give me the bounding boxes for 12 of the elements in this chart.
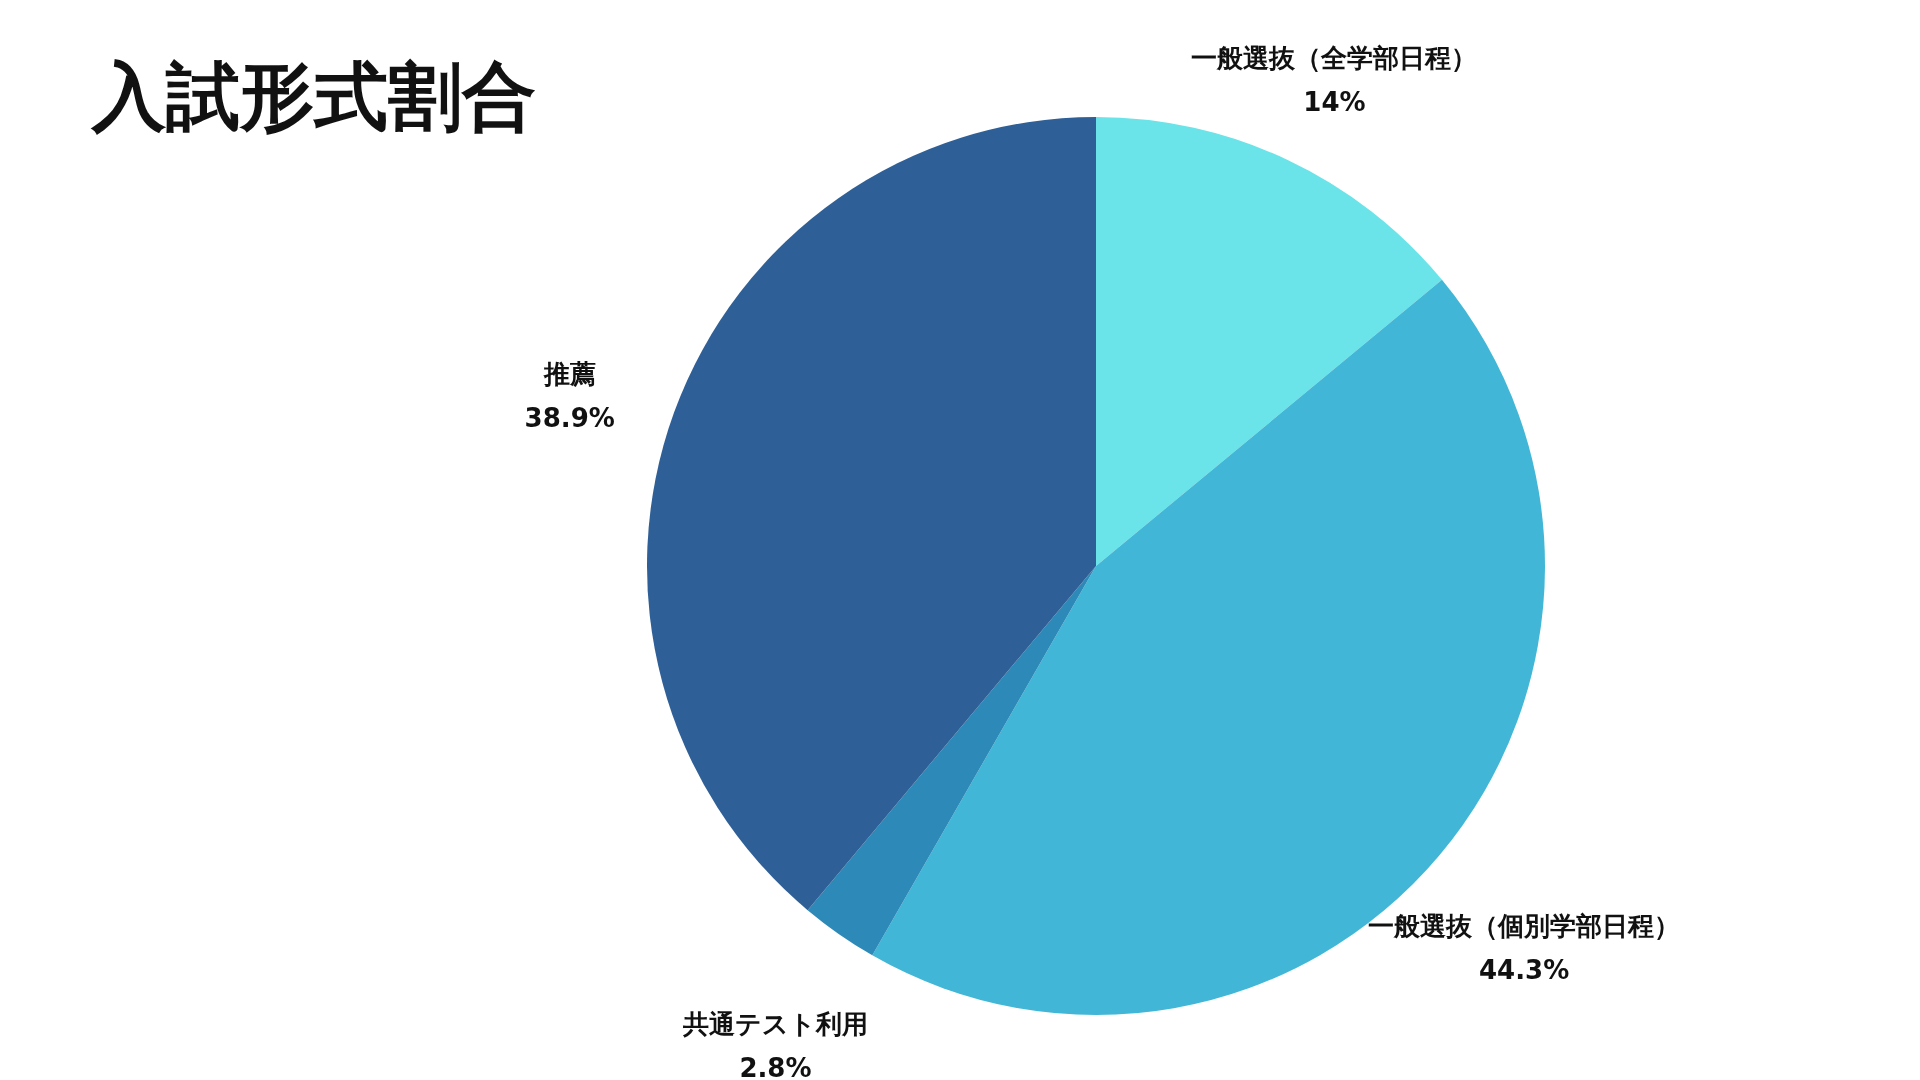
data-label: 44.3% — [1479, 955, 1570, 986]
pie-slice — [647, 117, 1096, 911]
data-label: 14% — [1303, 87, 1366, 118]
chart-title: 入試形式割合 — [90, 53, 536, 139]
slice-label: 共通テスト利用 — [681, 1009, 868, 1040]
pie-slice — [807, 566, 1096, 956]
slice-label: 一般選抜（全学部日程） — [1191, 43, 1478, 74]
slice-label: 一般選抜（個別学部日程） — [1368, 911, 1681, 942]
data-label: 2.8% — [739, 1053, 812, 1080]
slice-label: 推薦 — [542, 358, 596, 389]
pie-slice — [1096, 117, 1442, 566]
data-label: 38.9% — [524, 402, 615, 433]
